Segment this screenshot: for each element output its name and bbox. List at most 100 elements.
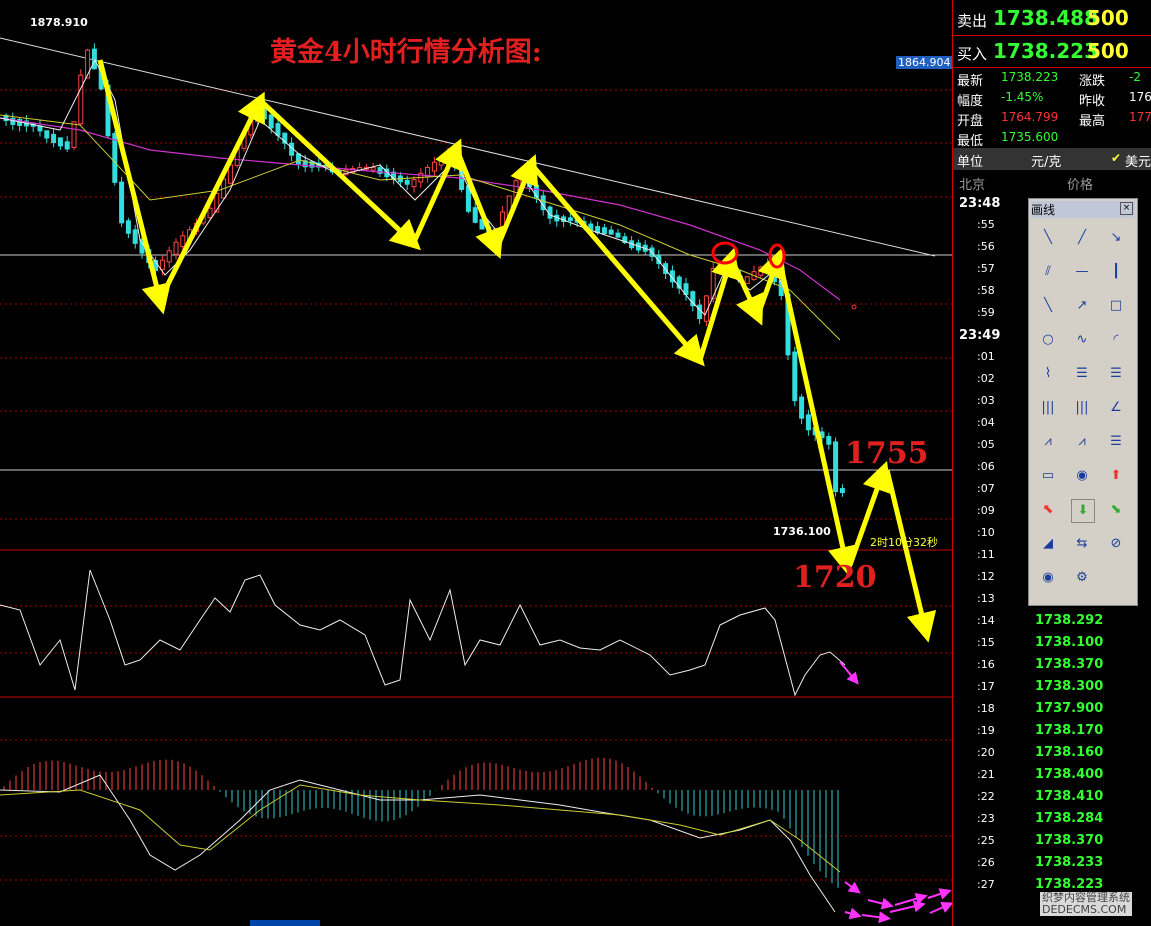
draw-tool[interactable]: ┃ (1112, 264, 1120, 279)
stat-label: 开盘 (957, 114, 984, 129)
tick-time: :22 (977, 790, 995, 803)
draw-tool[interactable]: ⬊ (1110, 502, 1122, 517)
candle-body (159, 259, 165, 270)
tick-time: :11 (977, 548, 995, 561)
candle-body (615, 232, 621, 238)
candle-body (669, 270, 675, 283)
candle-body (180, 235, 186, 247)
stat-label: 最低 (957, 134, 984, 149)
tick-time: :21 (977, 768, 995, 781)
draw-tool[interactable]: ╱ (1078, 230, 1086, 245)
draw-tool[interactable]: ||| (1041, 400, 1055, 415)
draw-tool[interactable]: ☰ (1110, 366, 1122, 381)
draw-tool[interactable]: ○ (1042, 332, 1054, 347)
candle-body (404, 179, 410, 185)
tick-time: :03 (977, 394, 995, 407)
candle-body (663, 263, 669, 274)
draw-toolbox: 画线 × ╲ ╱ ↘ ⫽ — ┃ ╲ ↗ □ ○ ∿ ◜ ⌇ ☰ ☰ ||| ||| ∠ ⩘ ⩘ ☰ ▭ ◉ ⬆ ⬉ ⬇ ⬊ ◢ ⇆ ⊘ ◉ ⚙ (1028, 198, 1138, 606)
candle-body (690, 291, 696, 307)
watermark-text: DEDECMS.COM (1042, 903, 1127, 916)
tick-time: :59 (977, 306, 995, 319)
candle-body (608, 229, 614, 235)
candle-body (805, 414, 811, 431)
draw-tool[interactable]: ◢ (1043, 536, 1053, 551)
candle-body (132, 229, 138, 244)
draw-tool[interactable]: ⩘ (1078, 434, 1086, 449)
tick-time: :58 (977, 284, 995, 297)
stat-label: 幅度 (957, 94, 984, 109)
draw-tool[interactable]: ╲ (1044, 230, 1052, 245)
tick-time: :27 (977, 878, 995, 891)
candle-body (85, 49, 91, 79)
unit-row: 单位 元/克 ✔ 美元 (953, 148, 1151, 170)
col-header: 价格 (1067, 178, 1094, 193)
stat-label: 昨收 (1079, 94, 1106, 109)
candles (3, 43, 845, 497)
draw-tool[interactable]: ↗ (1076, 298, 1088, 313)
candle-body (71, 121, 77, 149)
candle-body (377, 167, 383, 174)
currency[interactable]: 美元 (1125, 155, 1151, 170)
stat-value: 1764.799 (1001, 110, 1059, 124)
draw-tool[interactable]: ☰ (1110, 434, 1122, 449)
draw-tool[interactable]: ⌇ (1044, 366, 1052, 381)
draw-tool[interactable]: ⬇ (1071, 499, 1095, 523)
draw-tool[interactable]: □ (1109, 298, 1123, 313)
candle-body (119, 181, 125, 224)
check[interactable]: ✔ (1111, 151, 1122, 165)
tick-price: 1738.370 (1035, 833, 1104, 848)
candle-body (125, 220, 131, 234)
candle-body (268, 114, 274, 129)
tick-time: :13 (977, 592, 995, 605)
tick-time: :02 (977, 372, 995, 385)
target-label: 1720 (793, 560, 877, 595)
scrollbar[interactable] (250, 920, 320, 926)
tick-time: :57 (977, 262, 995, 275)
draw-tool[interactable]: ⫽ (1045, 264, 1051, 279)
tick-time: :15 (977, 636, 995, 649)
tick-price: 1738.292 (1035, 613, 1104, 628)
candle-body (833, 441, 839, 493)
draw-tool[interactable]: ⩘ (1044, 434, 1052, 449)
tick-time: :04 (977, 416, 995, 429)
candle-body (826, 436, 832, 445)
draw-tool[interactable]: ╲ (1044, 298, 1052, 313)
stat-label: 最新 (957, 74, 984, 89)
buy-label: 买入 (957, 45, 988, 63)
tick-time: :09 (977, 504, 995, 517)
buy-price: 1738.223 (993, 39, 1099, 63)
quote-panel: 卖出 1738.488 500 买入 1738.223 500 最新 1738.2… (952, 0, 1151, 926)
tick-price: 1738.100 (1035, 635, 1104, 650)
draw-tool[interactable]: ||| (1075, 400, 1089, 415)
candle-body (44, 130, 50, 139)
draw-tool[interactable]: ◜ (1113, 332, 1119, 347)
draw-tool[interactable]: ◉ (1076, 468, 1088, 483)
draw-tool[interactable]: ☰ (1076, 366, 1088, 381)
candle-body (758, 266, 764, 276)
unit-value: 元/克 (1031, 155, 1062, 170)
draw-tool[interactable]: ⇆ (1076, 536, 1088, 551)
tick-price: 1738.233 (1035, 855, 1104, 870)
draw-tool[interactable]: ⬆ (1110, 468, 1122, 483)
draw-tool[interactable]: ⬉ (1042, 502, 1054, 517)
draw-tool[interactable]: ∠ (1110, 400, 1122, 415)
draw-tool[interactable]: ⊘ (1110, 536, 1122, 551)
stat-value: 1735.600 (1001, 130, 1059, 144)
candle-body (166, 250, 172, 263)
draw-tool[interactable]: ▭ (1041, 468, 1055, 483)
tick-time: :17 (977, 680, 995, 693)
stat-label: 最高 (1079, 114, 1106, 129)
candle-body (792, 351, 798, 402)
candle-body (703, 295, 709, 322)
sell-volume: 500 (1087, 6, 1129, 30)
draw-tool[interactable]: — (1075, 264, 1089, 279)
candle-body (839, 488, 845, 494)
draw-tool[interactable]: ◉ (1042, 570, 1054, 585)
candle-body (64, 141, 70, 150)
candle-body (567, 217, 573, 222)
draw-tool[interactable]: ⚙ (1076, 570, 1088, 585)
draw-tool[interactable]: ∿ (1076, 332, 1088, 347)
col-header: 北京 (959, 178, 986, 193)
draw-tool[interactable]: ↘ (1110, 230, 1122, 245)
